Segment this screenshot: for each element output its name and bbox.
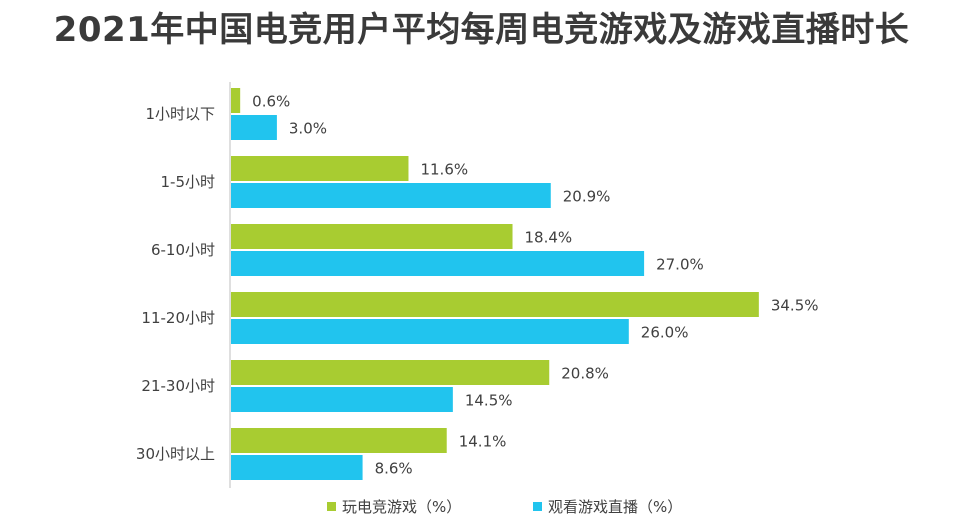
data-label: 14.5% <box>465 392 513 410</box>
legend-label: 玩电竞游戏（%） <box>342 498 461 516</box>
chart-title: 2021年中国电竞用户平均每周电竞游戏及游戏直播时长 <box>53 10 910 50</box>
category-label: 21-30小时 <box>141 377 215 395</box>
category-label: 30小时以上 <box>136 445 215 463</box>
data-label: 3.0% <box>289 120 327 138</box>
data-label: 20.8% <box>561 365 609 383</box>
bar <box>231 251 645 276</box>
bar <box>231 292 759 317</box>
data-label: 20.9% <box>563 188 611 206</box>
data-label: 14.1% <box>459 433 507 451</box>
data-label: 34.5% <box>771 297 819 315</box>
category-label: 11-20小时 <box>141 309 215 327</box>
bar <box>231 183 551 208</box>
data-label: 18.4% <box>525 229 573 247</box>
data-label: 27.0% <box>656 256 704 274</box>
bar <box>231 387 453 412</box>
legend-label: 观看游戏直播（%） <box>548 498 682 516</box>
data-label: 0.6% <box>252 93 290 111</box>
category-label: 6-10小时 <box>151 241 215 259</box>
data-label: 11.6% <box>420 161 468 179</box>
bar <box>231 224 513 249</box>
bar <box>231 88 241 113</box>
data-label: 8.6% <box>375 460 413 478</box>
bar <box>231 156 409 181</box>
legend-swatch <box>533 502 542 511</box>
category-label: 1小时以下 <box>145 105 215 123</box>
bar <box>231 455 363 480</box>
bar <box>231 115 277 140</box>
legend-swatch <box>327 502 336 511</box>
data-label: 26.0% <box>641 324 689 342</box>
bar <box>231 319 629 344</box>
bar <box>231 428 447 453</box>
bar <box>231 360 550 385</box>
category-label: 1-5小时 <box>161 173 216 191</box>
